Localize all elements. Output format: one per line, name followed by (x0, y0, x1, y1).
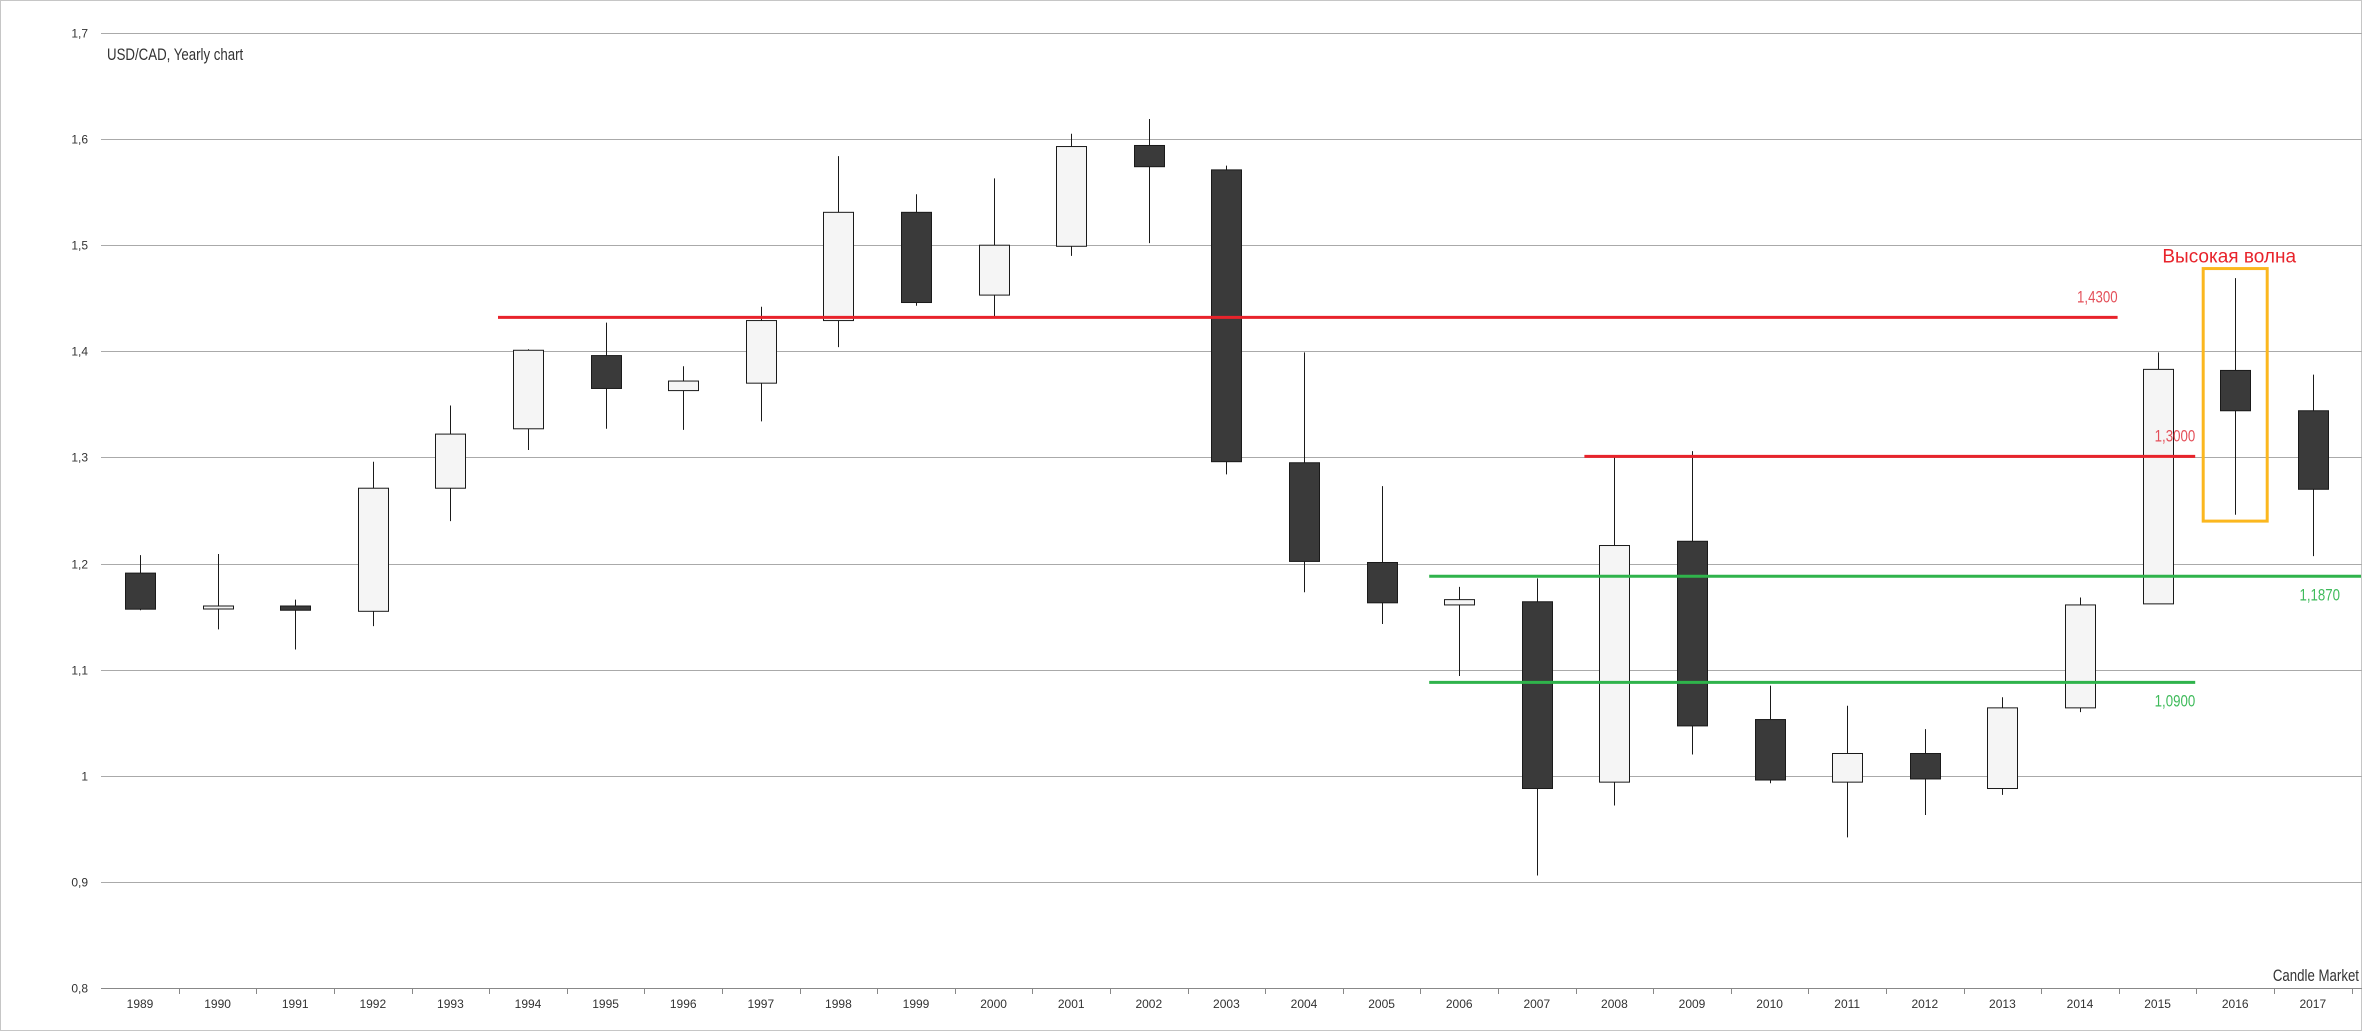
y-axis-tick-labels: 0,8 0,9 1 1,1 1,2 1,3 1,4 1,5 1,6 1,7 (71, 27, 88, 996)
candle-body-bearish (1677, 540, 1708, 727)
support-level-label: 1,1870 (2299, 586, 2340, 605)
x-tick-label: 1990 (204, 997, 231, 1011)
x-tick-label: 1995 (592, 997, 619, 1011)
support-level-label: 1,0900 (2155, 692, 2196, 711)
candle-body-bearish (280, 605, 311, 611)
candle-body-bearish (1211, 169, 1242, 463)
candle-body-bearish (1289, 462, 1320, 562)
candle-body-bullish (1832, 752, 1863, 783)
x-tick-label: 1998 (825, 997, 852, 1011)
x-tick-label: 2001 (1058, 997, 1085, 1011)
resistance-level-label: 1,4300 (2077, 288, 2118, 307)
candle-body-bullish (1987, 707, 2018, 790)
y-tick-label: 0,9 (71, 876, 88, 890)
candle-body-bullish (979, 244, 1010, 296)
x-tick-label: 2009 (1679, 997, 1706, 1011)
x-tick-label: 1989 (127, 997, 154, 1011)
resistance-level-label: 1,3000 (2155, 427, 2196, 446)
candle-bodies (125, 144, 2329, 790)
candle-body-bullish (1056, 146, 1087, 247)
y-tick-label: 1,7 (71, 27, 88, 41)
x-tick-label: 1991 (282, 997, 309, 1011)
candle-body-bearish (125, 572, 156, 610)
candle-body-bullish (203, 605, 234, 610)
x-tick-label: 2007 (1523, 997, 1550, 1011)
candle-body-bullish (2143, 368, 2174, 605)
x-tick-label: 1999 (903, 997, 930, 1011)
x-tick-label: 2000 (980, 997, 1007, 1011)
y-tick-label: 1,5 (71, 239, 88, 253)
annotation-label: Высокая волна (2162, 247, 2296, 268)
candle-body-bearish (1367, 561, 1398, 604)
candle-body-bearish (901, 211, 932, 304)
x-tick-label: 2006 (1446, 997, 1473, 1011)
candle-body-bearish (1910, 752, 1941, 780)
support-resistance-levels: 1,4300 1,3000 1,1870 1,0900 (498, 288, 2361, 711)
candle-body-bearish (591, 355, 622, 389)
annotations: Высокая волна (2162, 247, 2296, 523)
watermark: Candle Market (2273, 967, 2360, 986)
x-tick-label: 2005 (1368, 997, 1395, 1011)
x-tick-label: 1994 (515, 997, 542, 1011)
candle-body-bullish (746, 320, 777, 384)
x-tick-label: 1993 (437, 997, 464, 1011)
y-tick-label: 1,1 (71, 664, 88, 678)
x-tick-label: 1992 (359, 997, 386, 1011)
candle-body-bullish (2065, 604, 2096, 709)
x-tick-label: 2002 (1135, 997, 1162, 1011)
x-tick-label: 2016 (2222, 997, 2249, 1011)
x-tick-label: 2017 (2299, 997, 2326, 1011)
candle-body-bullish (668, 380, 699, 392)
candle-body-bullish (1444, 599, 1475, 606)
x-axis: 1989 1990 1991 1992 1993 1994 1995 1996 1997 1998… (127, 988, 2353, 1011)
y-tick-label: 1,6 (71, 133, 88, 147)
candle-body-bullish (513, 349, 544, 430)
x-tick-label: 2015 (2144, 997, 2171, 1011)
candle-body-bullish (358, 487, 389, 612)
y-tick-label: 1 (81, 770, 88, 784)
chart-title: USD/CAD, Yearly chart (107, 46, 244, 65)
x-tick-label: 2013 (1989, 997, 2016, 1011)
candle-body-bearish (1755, 719, 1786, 781)
x-tick-label: 2011 (1834, 997, 1860, 1011)
x-tick-label: 1996 (670, 997, 697, 1011)
candle-body-bearish (2298, 410, 2329, 490)
x-tick-label: 2010 (1756, 997, 1783, 1011)
x-tick-label: 2012 (1911, 997, 1938, 1011)
candle-body-bearish (1134, 144, 1165, 168)
candle-body-bullish (1599, 545, 1630, 783)
highlight-box (2201, 267, 2269, 523)
candle-body-bearish (2220, 369, 2251, 412)
x-tick-label: 2003 (1213, 997, 1240, 1011)
candle-body-bearish (1522, 601, 1553, 790)
y-tick-label: 1,2 (71, 558, 88, 572)
y-tick-label: 1,3 (71, 451, 88, 465)
x-tick-label: 2008 (1601, 997, 1628, 1011)
x-tick-label: 2004 (1291, 997, 1318, 1011)
x-tick-label: 1997 (747, 997, 774, 1011)
y-tick-label: 1,4 (71, 345, 88, 359)
candle-body-bullish (435, 433, 466, 489)
x-tick-label: 2014 (2067, 997, 2094, 1011)
y-tick-label: 0,8 (71, 982, 88, 996)
candle-body-bullish (823, 211, 854, 322)
